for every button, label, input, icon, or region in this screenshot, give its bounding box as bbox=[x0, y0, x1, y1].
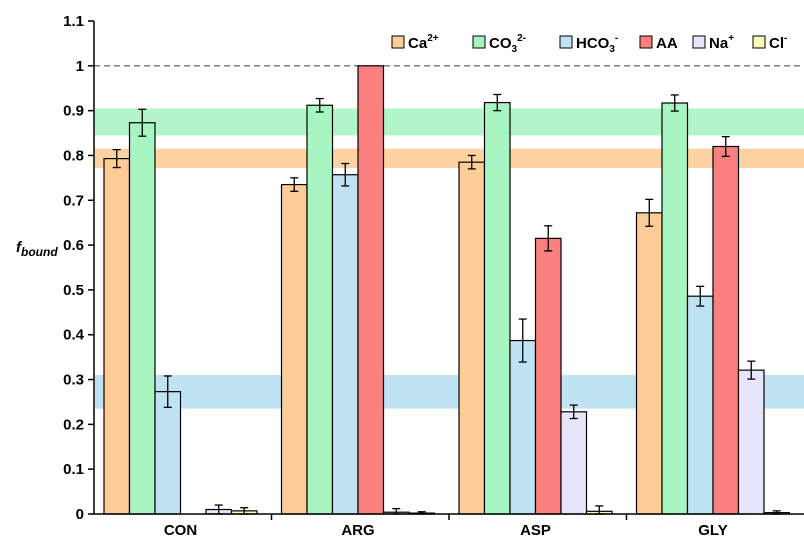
x-categories: CON ARG ASP GLY bbox=[164, 522, 728, 538]
y-axis-label-main: f bbox=[16, 239, 23, 256]
legend-label-ca: Ca2+ bbox=[408, 33, 439, 52]
bar-con-co bbox=[128, 122, 156, 515]
legend-swatch-ca bbox=[391, 35, 405, 49]
bar-gly-hco bbox=[686, 295, 714, 515]
bars bbox=[103, 65, 791, 515]
error-bar-arg-ca bbox=[290, 177, 299, 192]
legend-item-na: Na+ bbox=[692, 33, 734, 52]
error-bar-asp-hco bbox=[518, 318, 527, 363]
bar-con-hco bbox=[154, 391, 182, 515]
y-tick-label-0: 0 bbox=[76, 506, 84, 523]
error-bar-gly-aa bbox=[721, 135, 730, 158]
legend-item-cl: Cl- bbox=[752, 33, 787, 52]
bar-con-ca bbox=[103, 157, 131, 515]
error-bar-gly-ca bbox=[645, 198, 654, 227]
error-bar-asp-co bbox=[493, 93, 502, 112]
bar-asp-aa bbox=[534, 237, 562, 515]
y-tick-label-3: 0.3 bbox=[63, 372, 84, 389]
y-tick-label-2: 0.2 bbox=[63, 416, 84, 433]
bar-arg-aa bbox=[357, 65, 385, 515]
error-bar-con-co bbox=[138, 108, 147, 137]
bar-arg-ca bbox=[280, 183, 308, 515]
legend-swatch-aa bbox=[639, 35, 653, 49]
band-1 bbox=[95, 148, 804, 169]
y-tick-label-6: 0.6 bbox=[63, 237, 84, 254]
bar-gly-ca bbox=[635, 212, 663, 515]
bar-arg-co bbox=[306, 104, 334, 515]
legend-item-ca: Ca2+ bbox=[391, 33, 439, 52]
x-category-asp: ASP bbox=[520, 522, 551, 538]
x-category-con: CON bbox=[164, 522, 197, 538]
legend-label-cl: Cl- bbox=[769, 33, 787, 52]
error-bar-gly-co bbox=[670, 94, 679, 112]
error-bar-gly-na bbox=[747, 360, 756, 380]
x-category-arg: ARG bbox=[341, 522, 374, 538]
y-tick-label-8: 0.8 bbox=[63, 147, 84, 164]
error-bar-arg-hco bbox=[341, 162, 350, 187]
y-tick-label-7: 0.7 bbox=[63, 192, 84, 209]
bar-asp-hco bbox=[509, 339, 537, 515]
legend-item-co: CO32- bbox=[472, 33, 526, 55]
y-axis-label: fbound bbox=[16, 239, 58, 259]
axes bbox=[93, 21, 804, 520]
bar-gly-co bbox=[661, 102, 689, 515]
y-tick-label-4: 0.4 bbox=[63, 327, 85, 344]
y-tick-label-1: 0.1 bbox=[63, 461, 84, 478]
error-bar-con-ca bbox=[112, 148, 121, 169]
legend-label-co: CO32- bbox=[489, 33, 526, 55]
legend-swatch-hco bbox=[559, 35, 573, 49]
error-bar-asp-ca bbox=[467, 154, 476, 170]
legend-swatch-cl bbox=[752, 35, 766, 49]
legend-label-aa: AA bbox=[656, 35, 678, 52]
legend-item-hco: HCO3- bbox=[559, 33, 618, 55]
y-tick-label-5: 0.5 bbox=[63, 282, 84, 299]
legend-swatch-na bbox=[692, 35, 706, 49]
error-bar-gly-hco bbox=[696, 285, 705, 307]
bar-asp-ca bbox=[458, 161, 486, 515]
y-tick-label-11: 1.1 bbox=[63, 13, 84, 30]
error-bar-asp-na bbox=[569, 404, 578, 420]
y-axis-label-sub: bound bbox=[21, 245, 58, 259]
band-0 bbox=[95, 108, 804, 136]
error-bar-con-hco bbox=[163, 375, 172, 408]
legend-swatch-co bbox=[472, 35, 486, 49]
legend: Ca2+ CO32- HCO3- AA Na+ Cl- bbox=[391, 33, 787, 55]
bar-asp-na bbox=[560, 411, 588, 515]
y-tick-label-9: 0.9 bbox=[63, 103, 84, 120]
error-bar-arg-co bbox=[315, 97, 324, 113]
legend-label-na: Na+ bbox=[709, 33, 734, 52]
y-ticks: 0 0.1 0.2 0.3 0.4 0.5 0.6 0.7 0.8 0.9 1 1.1 bbox=[63, 13, 94, 523]
x-category-gly: GLY bbox=[698, 522, 727, 538]
legend-item-aa: AA bbox=[639, 35, 678, 52]
y-tick-label-10: 1 bbox=[76, 58, 84, 75]
bar-asp-co bbox=[483, 101, 511, 515]
bar-gly-aa bbox=[712, 145, 740, 515]
legend-label-hco: HCO3- bbox=[576, 33, 618, 55]
bar-arg-hco bbox=[331, 174, 359, 515]
error-bar-asp-aa bbox=[544, 225, 553, 252]
bar-gly-na bbox=[737, 369, 765, 515]
